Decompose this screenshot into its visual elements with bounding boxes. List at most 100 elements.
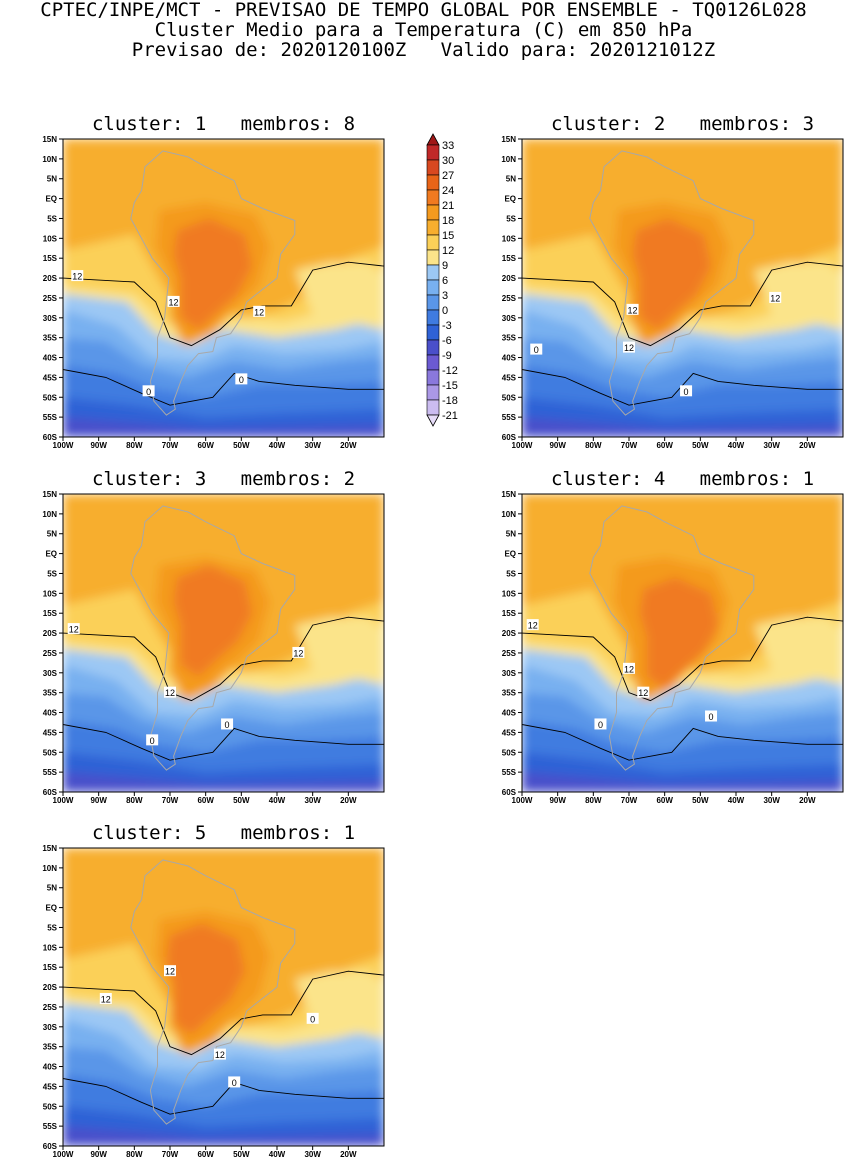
lon-label: 60W — [197, 441, 214, 450]
contour-label: 12 — [623, 341, 635, 353]
lat-label: 55S — [43, 768, 58, 777]
temperature-region — [63, 417, 384, 437]
lat-label: 50S — [43, 393, 58, 402]
lat-label: 20S — [43, 983, 58, 992]
lon-label: 100W — [53, 796, 74, 805]
contour-label: 0 — [530, 343, 543, 355]
temperature-region — [173, 565, 252, 677]
map-panel: 12 12 12 0 0 15N 10N 5N EQ 5S 10S 15S 20S 25S 30S 35S 40… — [501, 490, 844, 805]
map-frame — [62, 847, 385, 1147]
lat-label: 15N — [501, 490, 516, 499]
lat-label: 60S — [43, 1142, 58, 1151]
svg-text:12: 12 — [215, 1050, 225, 1060]
temperature-region — [522, 417, 843, 437]
contour-label: 12 — [164, 965, 176, 977]
figure-dates: Previsao de: 2020120100Z Valido para: 20… — [131, 39, 716, 61]
lat-label: 25S — [43, 649, 58, 658]
lat-label: 10N — [501, 155, 516, 164]
lat-label: 10N — [42, 155, 57, 164]
lon-label: 50W — [233, 796, 250, 805]
contour-label: 0 — [680, 385, 693, 397]
lat-label: 15S — [502, 609, 517, 618]
lat-label: 20S — [43, 629, 58, 638]
colorbar-label: 18 — [442, 215, 454, 227]
lat-label: 55S — [43, 1122, 58, 1131]
contour-label: 0 — [235, 373, 248, 385]
lon-label: 50W — [692, 441, 709, 450]
lat-label: 15S — [43, 254, 58, 263]
lon-label: 90W — [549, 441, 566, 450]
lon-label: 60W — [197, 1150, 214, 1157]
contour-label: 12 — [167, 295, 180, 307]
lon-label: 40W — [269, 441, 286, 450]
lon-label: 40W — [728, 796, 745, 805]
lon-label: 20W — [340, 441, 357, 450]
contour-label: 0 — [705, 710, 718, 722]
colorbar-label: 33 — [442, 140, 454, 152]
lat-label: EQ — [45, 904, 57, 913]
lat-label: 10S — [502, 589, 517, 598]
lat-label: 5S — [47, 214, 57, 223]
contour-12 — [522, 261, 843, 347]
lat-label: 5N — [47, 884, 57, 893]
svg-text:12: 12 — [101, 994, 111, 1004]
colorbar-triangle-top — [426, 133, 440, 146]
lat-label: 35S — [43, 1043, 58, 1052]
lat-label: 35S — [502, 689, 517, 698]
panel-title: cluster: 1 membros: 8 — [91, 113, 356, 135]
lat-label: 30S — [43, 669, 58, 678]
lat-label: 5S — [506, 569, 516, 578]
svg-text:0: 0 — [225, 720, 230, 730]
contour-label: 12 — [253, 305, 266, 317]
svg-text:0: 0 — [239, 375, 244, 385]
lon-label: 50W — [692, 796, 709, 805]
panel-title: cluster: 2 membros: 3 — [550, 113, 815, 135]
temperature-region — [522, 772, 843, 792]
svg-text:0: 0 — [684, 387, 689, 397]
lat-label: 35S — [43, 689, 58, 698]
contour-12 — [522, 616, 843, 702]
lat-label: 40S — [502, 709, 517, 718]
lat-label: 60S — [43, 433, 58, 442]
lon-label: 100W — [512, 796, 533, 805]
contour-label: 12 — [67, 623, 80, 635]
contour-label: 12 — [99, 992, 112, 1004]
lon-label: 70W — [162, 441, 179, 450]
lon-label: 40W — [728, 441, 745, 450]
colorbar-swatch — [426, 264, 440, 281]
lat-label: EQ — [45, 195, 57, 204]
temperature-region — [753, 262, 843, 330]
colorbar-label: -12 — [442, 365, 458, 377]
colorbar-swatch — [426, 294, 440, 311]
lon-label: 100W — [53, 441, 74, 450]
south-america-outline — [130, 859, 296, 1125]
colorbar-label: 9 — [442, 260, 448, 272]
colorbar-swatch — [426, 174, 440, 191]
lon-label: 70W — [162, 1150, 179, 1157]
map-panel: 12 12 12 0 0 15N 10N 5N EQ 5S 10S 15S 20S 25S 30S 35S 40… — [501, 135, 844, 450]
contour-label: 12 — [623, 662, 635, 674]
south-america-outline — [589, 505, 755, 771]
contour-12 — [63, 261, 384, 347]
lat-label: 50S — [43, 748, 58, 757]
colorbar-label: 6 — [442, 275, 448, 287]
colorbar-label: 30 — [442, 155, 454, 167]
colorbar-label: 0 — [442, 305, 448, 317]
lon-label: 80W — [126, 1150, 143, 1157]
lat-label: 15S — [43, 963, 58, 972]
lon-label: 100W — [53, 1150, 74, 1157]
south-america-outline — [130, 150, 296, 416]
svg-text:12: 12 — [770, 293, 780, 303]
lon-label: 70W — [162, 796, 179, 805]
lat-label: 5N — [506, 175, 516, 184]
colorbar-label: 24 — [442, 185, 454, 197]
svg-text:0: 0 — [598, 720, 603, 730]
lon-label: 60W — [197, 796, 214, 805]
lat-label: 15S — [43, 609, 58, 618]
colorbar-swatch — [426, 324, 440, 341]
lon-label: 90W — [549, 796, 566, 805]
colorbar-swatch — [426, 354, 440, 371]
lat-label: 15N — [42, 135, 57, 144]
lon-label: 30W — [304, 1150, 321, 1157]
